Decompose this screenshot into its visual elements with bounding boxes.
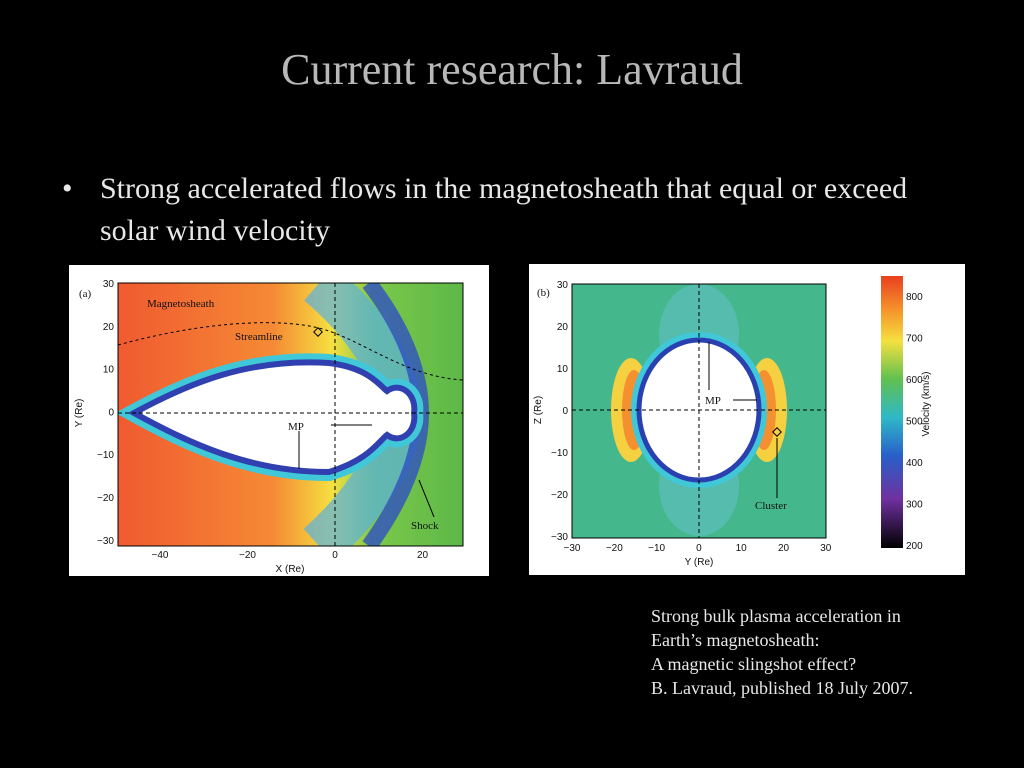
colorbar (881, 276, 903, 548)
x-tick-label: 0 (332, 550, 338, 561)
caption-line: Strong bulk plasma acceleration in (651, 606, 901, 626)
colorbar-tick-label: 400 (906, 458, 923, 469)
simulation-map (118, 283, 463, 546)
x-tick-label: −40 (152, 550, 169, 561)
mp-label: MP (705, 395, 721, 407)
caption-line: B. Lavraud, published 18 July 2007. (651, 678, 913, 698)
x-axis-label: X (Re) (276, 564, 305, 575)
y-tick-label: −20 (551, 490, 568, 501)
colorbar-tick-label: 700 (906, 334, 923, 345)
colorbar-tick-label: 200 (906, 541, 923, 552)
slide-title: Current research: Lavraud (281, 45, 743, 94)
y-tick-label: −10 (97, 450, 114, 461)
y-tick-label: −10 (551, 448, 568, 459)
x-tick-label: −20 (239, 550, 256, 561)
colorbar-tick-label: 600 (906, 375, 923, 386)
colorbar-tick-label: 500 (906, 417, 923, 428)
y-tick-label: −30 (97, 536, 114, 547)
cluster-label: Cluster (755, 500, 787, 512)
y-tick-label: 0 (108, 407, 114, 418)
shock-label: Shock (411, 520, 439, 532)
x-tick-label: −20 (606, 543, 623, 554)
caption: Strong bulk plasma acceleration in Earth’… (651, 604, 913, 700)
colorbar-tick-label: 300 (906, 500, 923, 511)
x-tick-label: −10 (648, 543, 665, 554)
region-label: Magnetosheath (147, 298, 215, 310)
y-tick-label: 10 (103, 365, 115, 376)
y-tick-label: 30 (103, 279, 115, 290)
figure-a: (a) Magnetosheath Streamline MP Shock X … (69, 265, 489, 576)
y-axis-label: Z (Re) (533, 396, 544, 424)
y-tick-label: 20 (557, 322, 569, 333)
x-tick-label: −30 (564, 543, 581, 554)
streamline-label: Streamline (235, 331, 283, 343)
bullet-text: Strong accelerated flows in the magnetos… (100, 172, 908, 247)
y-tick-label: 20 (103, 322, 115, 333)
colorbar-label: Velocity (km/s) (921, 371, 932, 436)
colorbar-tick-label: 800 (906, 292, 923, 303)
bullet-item: • Strong accelerated flows in the magneto… (62, 168, 942, 252)
panel-label: (b) (537, 287, 550, 299)
y-tick-label: 10 (557, 364, 569, 375)
x-tick-label: 20 (417, 550, 429, 561)
x-tick-label: 20 (778, 543, 790, 554)
y-tick-label: 30 (557, 280, 569, 291)
caption-line: A magnetic slingshot effect? (651, 654, 857, 674)
y-tick-label: −30 (551, 532, 568, 543)
simulation-map (572, 284, 826, 538)
x-tick-label: 10 (736, 543, 748, 554)
y-tick-label: −20 (97, 493, 114, 504)
panel-label: (a) (79, 288, 92, 300)
y-tick-label: 0 (562, 406, 568, 417)
y-axis-label: Y (Re) (74, 399, 85, 428)
bullet-dot: • (62, 172, 73, 205)
x-tick-label: 30 (820, 543, 832, 554)
caption-line: Earth’s magnetosheath: (651, 630, 820, 650)
x-tick-label: 0 (696, 543, 702, 554)
mp-label: MP (288, 421, 304, 433)
figure-b: (b) MP Cluster Y (Re) Z (Re) Velocity (k… (529, 264, 965, 575)
x-axis-label: Y (Re) (685, 557, 714, 568)
